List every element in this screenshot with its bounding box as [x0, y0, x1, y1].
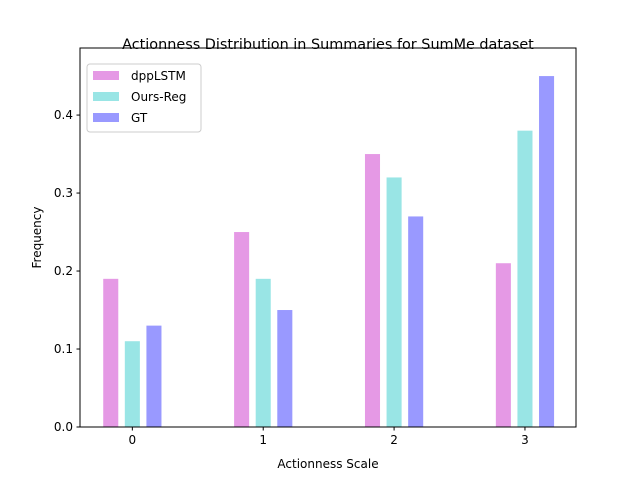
x-tick-label: 3 — [521, 433, 529, 447]
y-tick-label: 0.2 — [54, 264, 73, 278]
legend-label: Ours-Reg — [131, 90, 186, 104]
legend-swatch — [93, 71, 119, 80]
y-axis-label: Frequency — [30, 207, 44, 269]
bar-ours-reg-2 — [386, 177, 402, 427]
x-tick-label: 2 — [390, 433, 398, 447]
bar-ours-reg-1 — [255, 278, 271, 427]
plot-frame — [79, 47, 577, 428]
legend-label: GT — [131, 111, 148, 125]
bar-dpplstm-3 — [495, 263, 511, 427]
legend-swatch — [93, 92, 119, 101]
y-tick-label: 0.1 — [54, 342, 73, 356]
bar-dpplstm-1 — [234, 232, 250, 427]
bar-ours-reg-3 — [517, 130, 533, 428]
bar-gt-1 — [277, 310, 293, 427]
legend-label: dppLSTM — [131, 69, 186, 83]
x-tick-label: 1 — [259, 433, 267, 447]
legend-swatch — [93, 113, 119, 122]
bar-dpplstm-2 — [364, 154, 381, 427]
y-tick-label: 0.0 — [54, 420, 73, 434]
x-tick-label: 0 — [129, 433, 137, 447]
bar-gt-0 — [146, 325, 162, 427]
legend: dppLSTM Ours-Reg GT — [86, 63, 202, 133]
bar-gt-3 — [539, 76, 555, 428]
y-tick-label: 0.3 — [54, 186, 73, 200]
bar-gt-2 — [408, 216, 424, 427]
bar-ours-reg-0 — [124, 341, 140, 427]
bar-dpplstm-0 — [103, 278, 119, 427]
y-tick-label: 0.4 — [54, 108, 73, 122]
chart-title: Actionness Distribution in Summaries for… — [122, 37, 534, 53]
x-axis-label: Actionness Scale — [277, 457, 378, 471]
